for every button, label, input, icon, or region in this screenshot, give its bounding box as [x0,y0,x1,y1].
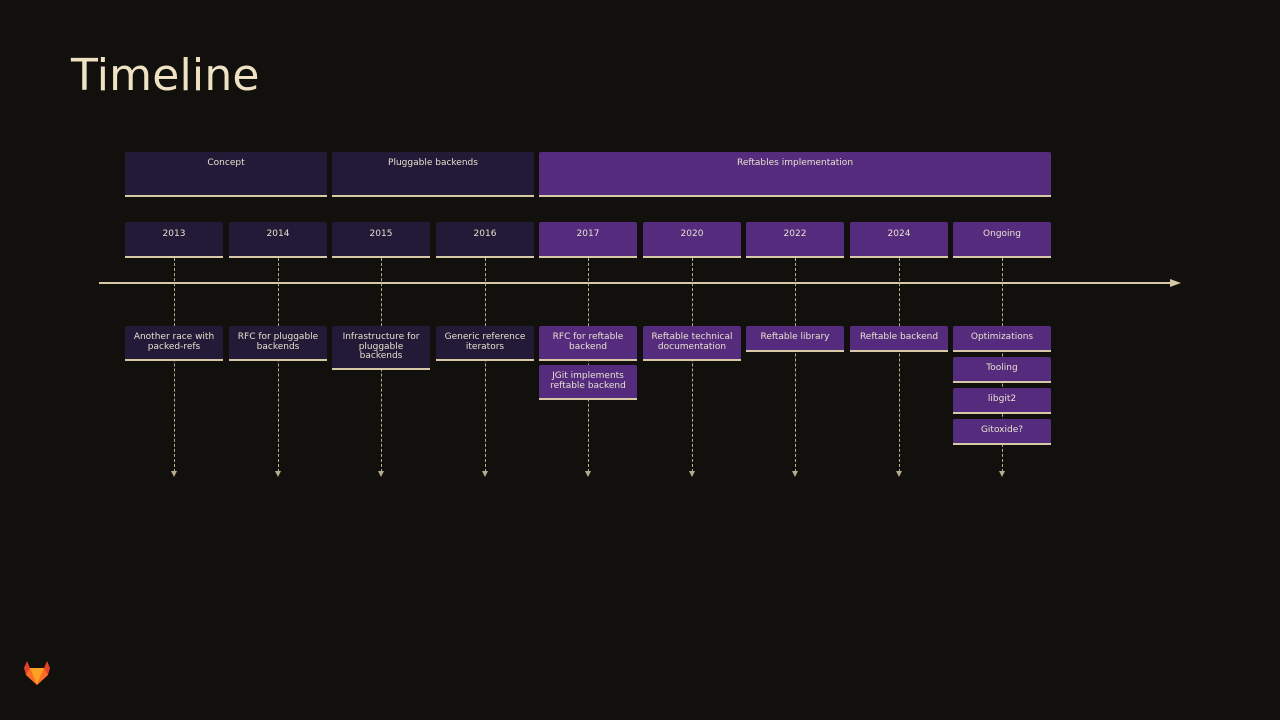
phase-concept: Concept [125,152,327,197]
event-box: Reftable library [746,326,844,352]
timeline-connector [485,258,486,472]
year-label: 2014 [266,229,290,239]
year-label: Ongoing [983,229,1021,239]
event-label: RFC for pluggable backends [237,332,319,352]
event-label: Optimizations [970,332,1034,342]
year-box: 2013 [125,222,223,258]
event-label: Generic reference iterators [444,332,526,352]
phase-label: Reftables implementation [736,158,854,168]
year-box: 2017 [539,222,637,258]
arrow-down-icon [482,471,488,477]
timeline-connector [795,258,796,472]
timeline-connector [692,258,693,472]
timeline-connector [278,258,279,472]
event-label: Infrastructure for pluggable backends [342,332,420,361]
event-box: JGit implements reftable backend [539,365,637,400]
year-label: 2016 [473,229,497,239]
year-box: 2016 [436,222,534,258]
year-box: Ongoing [953,222,1051,258]
page-title: Timeline [71,50,260,101]
arrow-down-icon [275,471,281,477]
event-label: Reftable technical documentation [651,332,733,352]
phase-label: Concept [207,158,245,168]
year-box: 2014 [229,222,327,258]
event-label: Gitoxide? [980,425,1024,435]
event-box: libgit2 [953,388,1051,414]
year-label: 2017 [576,229,600,239]
phase-reftables-implementation: Reftables implementation [539,152,1051,197]
phase-label: Pluggable backends [388,158,478,168]
year-box: 2022 [746,222,844,258]
event-label: Reftable backend [859,332,939,342]
arrow-down-icon [689,471,695,477]
event-box: Reftable technical documentation [643,326,741,361]
event-box: Tooling [953,357,1051,383]
axis-arrow-icon [1170,279,1181,287]
event-label: Tooling [986,363,1018,373]
gitlab-logo-icon [24,661,50,685]
year-box: 2020 [643,222,741,258]
phase-pluggable-backends: Pluggable backends [332,152,534,197]
arrow-down-icon [378,471,384,477]
event-label: JGit implements reftable backend [550,371,626,391]
event-label: Another race with packed-refs [133,332,215,352]
event-label: libgit2 [987,394,1017,404]
event-box: Another race with packed-refs [125,326,223,361]
arrow-down-icon [171,471,177,477]
event-box: Reftable backend [850,326,948,352]
timeline-connector [899,258,900,472]
event-box: Gitoxide? [953,419,1051,445]
event-box: RFC for pluggable backends [229,326,327,361]
arrow-down-icon [585,471,591,477]
event-box: Infrastructure for pluggable backends [332,326,430,370]
arrow-down-icon [999,471,1005,477]
year-box: 2015 [332,222,430,258]
timeline-connector [174,258,175,472]
event-label: RFC for reftable backend [552,332,624,352]
timeline-axis [99,282,1173,284]
year-label: 2024 [887,229,911,239]
event-box: Generic reference iterators [436,326,534,361]
year-box: 2024 [850,222,948,258]
year-label: 2015 [369,229,393,239]
event-box: Optimizations [953,326,1051,352]
arrow-down-icon [896,471,902,477]
arrow-down-icon [792,471,798,477]
year-label: 2022 [783,229,807,239]
event-box: RFC for reftable backend [539,326,637,361]
year-label: 2013 [162,229,186,239]
year-label: 2020 [680,229,704,239]
event-label: Reftable library [760,332,830,342]
